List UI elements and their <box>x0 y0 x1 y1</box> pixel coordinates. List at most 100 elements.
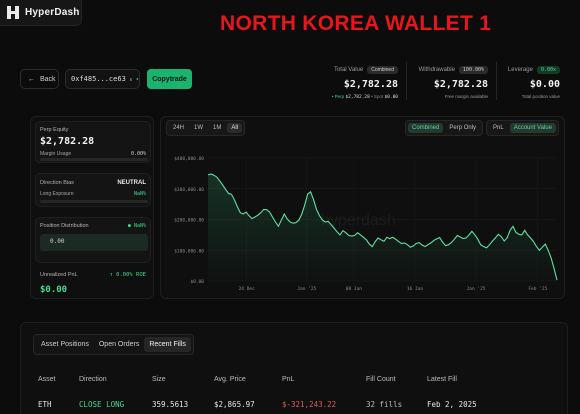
unrealized-pnl-label: Unrealized PnL <box>40 272 78 278</box>
perp-equity-value: $2,782.28 <box>40 136 95 147</box>
y-tick-label: $400,000.00 <box>174 156 204 162</box>
column-header-fill-count[interactable]: Fill Count <box>366 376 396 383</box>
margin-usage-value: 0.00% <box>130 151 146 157</box>
x-tick-label: Jan '25 <box>467 286 486 292</box>
withdrawable-tag: 100.00% <box>458 66 488 74</box>
total-value-stat: Total Value Combined $2,782.28 • Perp $2,… <box>322 66 398 100</box>
x-tick-label: Feb '25 <box>528 286 547 292</box>
perp-equity-label: Perp Equity <box>40 127 69 133</box>
withdrawable-stat: Withdrawable 100.00% $2,782.28 Free margi… <box>414 66 488 99</box>
leverage-label: Leverage <box>507 67 533 73</box>
direction-bias-value: NEUTRAL <box>117 180 146 186</box>
perp-equity-card: Perp Equity $2,782.28 Margin Usage 0.00% <box>35 121 151 163</box>
cell-asset: ETH <box>38 400 52 409</box>
cell-direction: CLOSE LONG <box>79 400 125 409</box>
leverage-value: $0.00 <box>529 79 560 90</box>
leverage-tag: 0.00x <box>536 66 560 74</box>
range-24h[interactable]: 24H <box>173 125 185 131</box>
column-header-asset[interactable]: Asset <box>38 376 56 383</box>
withdrawable-label: Withdrawable <box>418 67 455 73</box>
tab-recent-fills[interactable]: Recent Fills <box>144 337 191 352</box>
withdrawable-value: $2,782.28 <box>433 79 488 90</box>
margin-usage-bar <box>40 158 148 161</box>
positions-tabs: Asset Positions Open Orders Recent Fills <box>33 334 194 355</box>
y-tick-label: $200,000.00 <box>174 218 204 224</box>
leverage-stat: Leverage 0.00x $0.00 Total position value <box>504 66 560 99</box>
cell-avg-price: $2,865.97 <box>214 400 255 409</box>
range-selector: 24H 1W 1M All <box>166 120 246 136</box>
perp-value: $2,782.28 <box>345 95 370 100</box>
position-distribution-value: NaN% <box>133 223 146 229</box>
direction-bias-label: Direction Bias <box>40 180 74 186</box>
column-header-avg-price[interactable]: Avg. Price <box>214 376 246 383</box>
withdrawable-sub: Free margin available <box>444 94 488 99</box>
back-label: Back <box>40 75 56 83</box>
range-1w[interactable]: 1W <box>194 125 204 131</box>
combined-tag: Combined <box>367 66 398 74</box>
copytrade-button[interactable]: Copytrade <box>147 69 192 89</box>
y-tick-label: $300,000.00 <box>174 187 204 193</box>
direction-bias-card: Direction Bias NEUTRAL Long Exposure NaN… <box>35 173 151 207</box>
scope-combined[interactable]: Combined <box>408 123 444 133</box>
position-distribution-bar: 0.00 <box>40 234 148 251</box>
tab-open-orders[interactable]: Open Orders <box>98 341 140 348</box>
logo[interactable]: HyperDash <box>0 0 82 26</box>
account-summary-panel: Perp Equity $2,782.28 Margin Usage 0.00%… <box>30 116 154 299</box>
divider <box>496 62 497 100</box>
unrealized-pnl-roe: ↑ 0.00% ROE <box>109 272 146 278</box>
positions-panel: Asset Positions Open Orders Recent Fills… <box>20 322 568 414</box>
x-tick-label: 08 Jan <box>346 286 363 292</box>
metric-account-value[interactable]: Account Value <box>509 123 556 133</box>
position-distribution-card: Position Distribution ● NaN% 0.00 <box>35 217 151 263</box>
metric-selector: PnL Account Value <box>486 120 559 136</box>
range-1m[interactable]: 1M <box>213 125 222 131</box>
account-value-chart: hyperdash $400,000.00 $300,000.00 $200,000… <box>174 156 558 292</box>
column-header-direction[interactable]: Direction <box>79 376 107 383</box>
copy-icon[interactable] <box>129 76 133 83</box>
spot-value: $0.00 <box>384 95 398 100</box>
account-value-chart-panel: 24H 1W 1M All Combined Perp Only PnL Acc… <box>160 116 565 299</box>
scope-perp-only[interactable]: Perp Only <box>449 125 477 131</box>
total-value-label: Total Value <box>333 67 364 73</box>
margin-usage-label: Margin Usage <box>40 151 72 157</box>
unrealized-pnl-value: $0.00 <box>40 285 68 295</box>
wallet-address[interactable]: 0xf485...ce63 <box>65 69 140 89</box>
leverage-sub: Total position value <box>521 94 560 99</box>
app-name: HyperDash <box>25 7 80 18</box>
long-exposure-label: Long Exposure <box>40 191 74 197</box>
cell-fill-count: 32 fills <box>366 400 403 409</box>
hyperdash-logo-icon <box>7 6 19 19</box>
x-tick-label: 24 Dec <box>239 286 256 292</box>
account-value-line <box>207 173 558 281</box>
scope-selector: Combined Perp Only <box>405 120 484 136</box>
long-exposure-value: NaN% <box>133 191 146 197</box>
x-tick-label: 16 Jan <box>407 286 424 292</box>
total-value: $2,782.28 <box>343 79 398 90</box>
y-tick-label: $100,000.00 <box>174 248 204 254</box>
perp-label: • Perp <box>331 94 345 99</box>
wallet-address-text: 0xf485...ce63 <box>71 75 126 83</box>
divider <box>406 62 407 100</box>
cell-pnl: $-321,243.22 <box>282 400 337 409</box>
column-header-pnl[interactable]: PnL <box>282 376 295 383</box>
overlay-title: NORTH KOREA WALLET 1 <box>220 12 492 35</box>
x-tick-label: Jan '25 <box>297 286 316 292</box>
position-amount: 0.00 <box>50 238 65 245</box>
column-header-size[interactable]: Size <box>152 376 166 383</box>
column-header-latest-fill[interactable]: Latest Fill <box>427 376 457 383</box>
cell-size: 359.5613 <box>152 400 189 409</box>
range-all[interactable]: All <box>227 123 243 133</box>
chart-watermark: hyperdash <box>321 212 396 229</box>
position-distribution-label: Position Distribution <box>40 223 89 229</box>
position-distribution-indicator: ● NaN% <box>127 223 146 229</box>
top-bar: HyperDash <box>0 0 580 26</box>
tab-asset-positions[interactable]: Asset Positions <box>41 341 89 348</box>
back-button[interactable]: ← Back <box>20 69 59 89</box>
arrow-left-icon: ← <box>28 75 35 83</box>
spot-label: • Spot <box>371 94 384 99</box>
metric-pnl[interactable]: PnL <box>493 125 504 131</box>
cell-latest-fill: Feb 2, 2025 <box>427 400 477 409</box>
y-tick-label: $0.00 <box>190 279 204 285</box>
unrealized-pnl-card: Unrealized PnL ↑ 0.00% ROE $0.00 <box>35 267 151 297</box>
star-icon[interactable] <box>136 75 139 83</box>
